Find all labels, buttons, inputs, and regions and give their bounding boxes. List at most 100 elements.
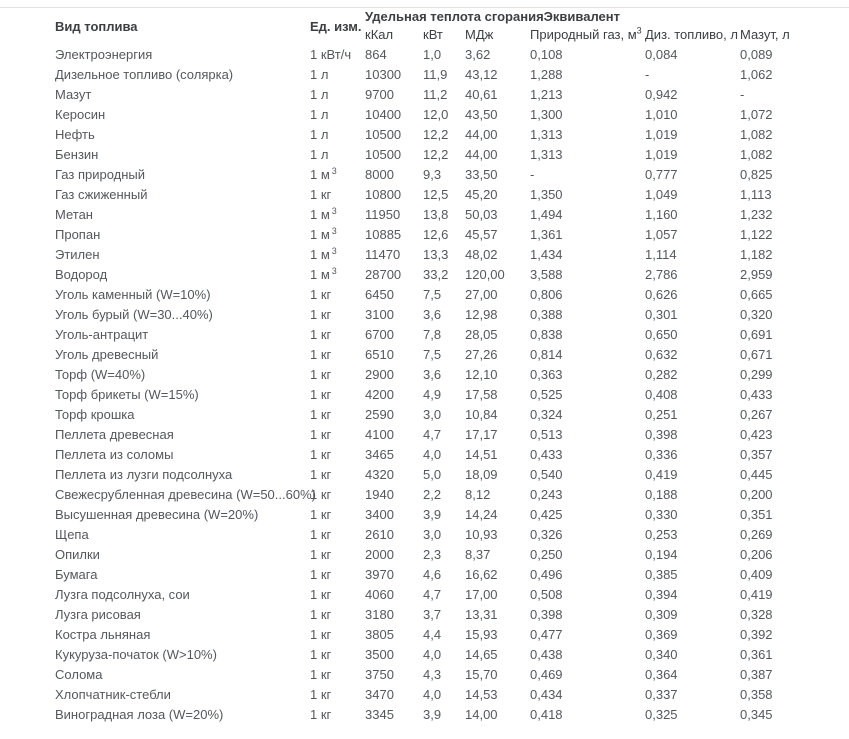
unit-value: 1 л <box>310 87 329 102</box>
mj-value: 27,00 <box>465 287 498 302</box>
fuel-name: Высушенная древесина (W=20%) <box>55 507 259 522</box>
kw-value: 12,0 <box>423 107 449 122</box>
kw-value: 1,0 <box>423 47 442 62</box>
diesel-equivalent-value: 0,325 <box>645 707 678 722</box>
mazut-equivalent-value: 0,345 <box>740 707 773 722</box>
kcal-value: 4100 <box>365 427 394 442</box>
mj-value: 17,00 <box>465 587 498 602</box>
kw-value: 4,3 <box>423 667 442 682</box>
kcal-value: 1940 <box>365 487 394 502</box>
gas-equivalent-value: 0,388 <box>530 307 563 322</box>
unit-value: 1 кг <box>310 187 332 202</box>
gas-equivalent-value: 1,434 <box>530 247 563 262</box>
kcal-value: 10885 <box>365 227 402 242</box>
gas-equivalent-value: 0,838 <box>530 327 563 342</box>
kw-value: 7,8 <box>423 327 442 342</box>
diesel-equivalent-value: 0,419 <box>645 467 678 482</box>
gas-equivalent-value: 1,313 <box>530 147 563 162</box>
table-row: Пропан 1 м 3 10885 12,6 45,57 1,361 1,057 1,122 <box>0 225 849 245</box>
mazut-equivalent-value: 1,182 <box>740 247 773 262</box>
kcal-value: 2590 <box>365 407 394 422</box>
table-row: Виноградная лоза (W=20%) 1 кг 3345 3,9 14,00… <box>0 705 849 725</box>
mazut-equivalent-value: 0,671 <box>740 347 773 362</box>
kcal-value: 11470 <box>365 247 401 262</box>
diesel-equivalent-value: 0,394 <box>645 587 678 602</box>
mj-value: 12,98 <box>465 307 498 322</box>
kw-value: 4,4 <box>423 627 442 642</box>
unit-value: 1 кг <box>310 307 332 322</box>
table-row: Бумага 1 кг 3970 4,6 16,62 0,496 0,385 0,409 <box>0 565 849 585</box>
kcal-value: 3180 <box>365 607 394 622</box>
diesel-equivalent-value: 0,408 <box>645 387 678 402</box>
kw-value: 12,2 <box>423 147 449 162</box>
table-row: Мазут 1 л 9700 11,2 40,61 1,213 0,942 - <box>0 85 849 105</box>
diesel-equivalent-value: 0,309 <box>645 607 678 622</box>
diesel-equivalent-value: 0,777 <box>645 167 678 182</box>
mj-value: 13,31 <box>465 607 498 622</box>
gas-equivalent-value: 1,361 <box>530 227 563 242</box>
mazut-equivalent-value: 0,328 <box>740 607 773 622</box>
unit-value: 1 кг <box>310 587 332 602</box>
kw-value: 3,6 <box>423 367 442 382</box>
kcal-value: 4200 <box>365 387 394 402</box>
mj-value: 45,20 <box>465 187 498 202</box>
mazut-equivalent-value: 0,387 <box>740 667 773 682</box>
table-row: Высушенная древесина (W=20%) 1 кг 3400 3,9 1… <box>0 505 849 525</box>
diesel-equivalent-value: 0,253 <box>645 527 678 542</box>
mj-value: 17,58 <box>465 387 498 402</box>
unit-value: 1 кг <box>310 547 332 562</box>
table-row: Уголь каменный (W=10%) 1 кг 6450 7,5 27,00 0,… <box>0 285 849 305</box>
unit-value: 1 кг <box>310 487 332 502</box>
diesel-equivalent-value: 0,282 <box>645 367 678 382</box>
gas-equivalent-value: 1,350 <box>530 187 563 202</box>
mazut-equivalent-value: 0,267 <box>740 407 773 422</box>
unit-value: 1 л <box>310 107 329 122</box>
fuel-name: Газ сжиженный <box>55 187 148 202</box>
gas-equivalent-value: 0,326 <box>530 527 563 542</box>
diesel-equivalent-value: 1,114 <box>645 247 677 262</box>
gas-equivalent-value: 1,213 <box>530 87 563 102</box>
table-row: Метан 1 м 3 11950 13,8 50,03 1,494 1,160 1,232 <box>0 205 849 225</box>
kcal-value: 10500 <box>365 147 402 162</box>
mazut-equivalent-value: 1,122 <box>740 227 773 242</box>
unit-value: 1 кг <box>310 607 332 622</box>
mj-value: 18,09 <box>465 467 498 482</box>
kcal-value: 3400 <box>365 507 394 522</box>
mj-value: 40,61 <box>465 87 498 102</box>
diesel-equivalent-value: 1,010 <box>645 107 678 122</box>
table-row: Кукуруза-початок (W>10%) 1 кг 3500 4,0 14,65… <box>0 645 849 665</box>
diesel-equivalent-value: 0,330 <box>645 507 678 522</box>
gas-equivalent-value: 0,434 <box>530 687 563 702</box>
mazut-equivalent-value: 0,358 <box>740 687 773 702</box>
gas-equivalent-value: 0,513 <box>530 427 563 442</box>
unit-value: 1 кг <box>310 347 332 362</box>
diesel-equivalent-value: 0,301 <box>645 307 678 322</box>
kcal-value: 2900 <box>365 367 394 382</box>
kw-value: 11,2 <box>423 87 448 102</box>
mazut-equivalent-value: 0,351 <box>740 507 773 522</box>
diesel-equivalent-value: 0,188 <box>645 487 678 502</box>
header-group-row: Вид топлива Ед. изм. Удельная теплота сг… <box>0 8 849 34</box>
mazut-equivalent-value: 0,445 <box>740 467 773 482</box>
kw-value: 33,2 <box>423 267 449 282</box>
kw-value: 3,6 <box>423 307 442 322</box>
table-row: Свежесрубленная древесина (W=50...60%) 1 … <box>0 485 849 505</box>
kw-value: 3,0 <box>423 527 442 542</box>
unit-value: 1 кг <box>310 447 332 462</box>
fuel-name: Опилки <box>55 547 100 562</box>
kcal-value: 11950 <box>365 207 401 222</box>
table-row: Газ природный 1 м 3 8000 9,3 33,50 - 0,777 0,825 <box>0 165 849 185</box>
mj-value: 48,02 <box>465 247 498 262</box>
fuel-name: Нефть <box>55 127 95 142</box>
kcal-value: 9700 <box>365 87 394 102</box>
mj-value: 50,03 <box>465 207 498 222</box>
kcal-value: 8000 <box>365 167 394 182</box>
mazut-equivalent-value: 0,299 <box>740 367 773 382</box>
mj-value: 10,93 <box>465 527 498 542</box>
diesel-equivalent-value: 0,398 <box>645 427 678 442</box>
kw-value: 13,8 <box>423 207 449 222</box>
gas-equivalent-value: 0,324 <box>530 407 563 422</box>
